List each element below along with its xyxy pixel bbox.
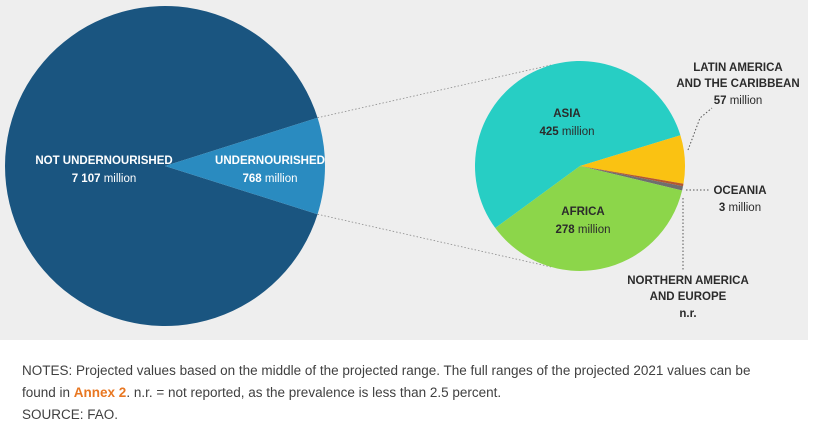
- pie-slice-asia: [474, 60, 681, 229]
- value-not-undernourished: 7 107 million: [72, 173, 137, 185]
- label-undernourished: UNDERNOURISHED: [215, 155, 325, 167]
- pie-slice-oceania: [580, 166, 684, 187]
- connector-line-bottom: [317, 213, 552, 268]
- notes-section: NOTES: Projected values based on the mid…: [22, 360, 822, 426]
- label-not-undernourished: NOT UNDERNOURISHED: [35, 155, 172, 167]
- pie-slice-latin-america: [580, 135, 685, 184]
- label-asia: ASIA: [553, 108, 580, 120]
- notes-line-2: found in Annex 2. n.r. = not reported, a…: [22, 382, 822, 404]
- label-latin-line2: AND THE CARIBBEAN: [676, 78, 799, 90]
- pie-slice-africa: [495, 166, 683, 271]
- pie-slice-undernourished: [165, 117, 326, 215]
- notes-line-2-start: found in: [22, 385, 74, 400]
- label-northern-america-line1: NORTHERN AMERICA: [627, 275, 749, 287]
- value-latin: 57 million: [714, 95, 763, 107]
- notes-line-1: NOTES: Projected values based on the mid…: [22, 363, 751, 378]
- value-asia: 425 million: [540, 126, 595, 138]
- value-africa: 278 million: [556, 224, 611, 236]
- value-northern-america: n.r.: [679, 308, 696, 320]
- label-latin-line1: LATIN AMERICA: [693, 62, 782, 74]
- annex-2-link[interactable]: Annex 2: [73, 385, 127, 400]
- label-africa: AFRICA: [561, 206, 604, 218]
- notes-line-2-end: . n.r. = not reported, as the prevalence…: [126, 385, 502, 400]
- connector-line-top: [317, 64, 552, 119]
- value-undernourished: 768 million: [243, 173, 298, 185]
- pie-slice-not-undernourished: [5, 5, 318, 327]
- leader-line-latin: [687, 107, 713, 151]
- label-northern-america-line2: AND EUROPE: [650, 291, 727, 303]
- label-oceania: OCEANIA: [713, 185, 766, 197]
- source-line: SOURCE: FAO.: [22, 407, 119, 422]
- value-oceania: 3 million: [719, 202, 761, 214]
- pie-slice-northern-america-europe: [580, 166, 684, 191]
- chart-area: NOT UNDERNOURISHED 7 107 million UNDERNO…: [5, 5, 800, 327]
